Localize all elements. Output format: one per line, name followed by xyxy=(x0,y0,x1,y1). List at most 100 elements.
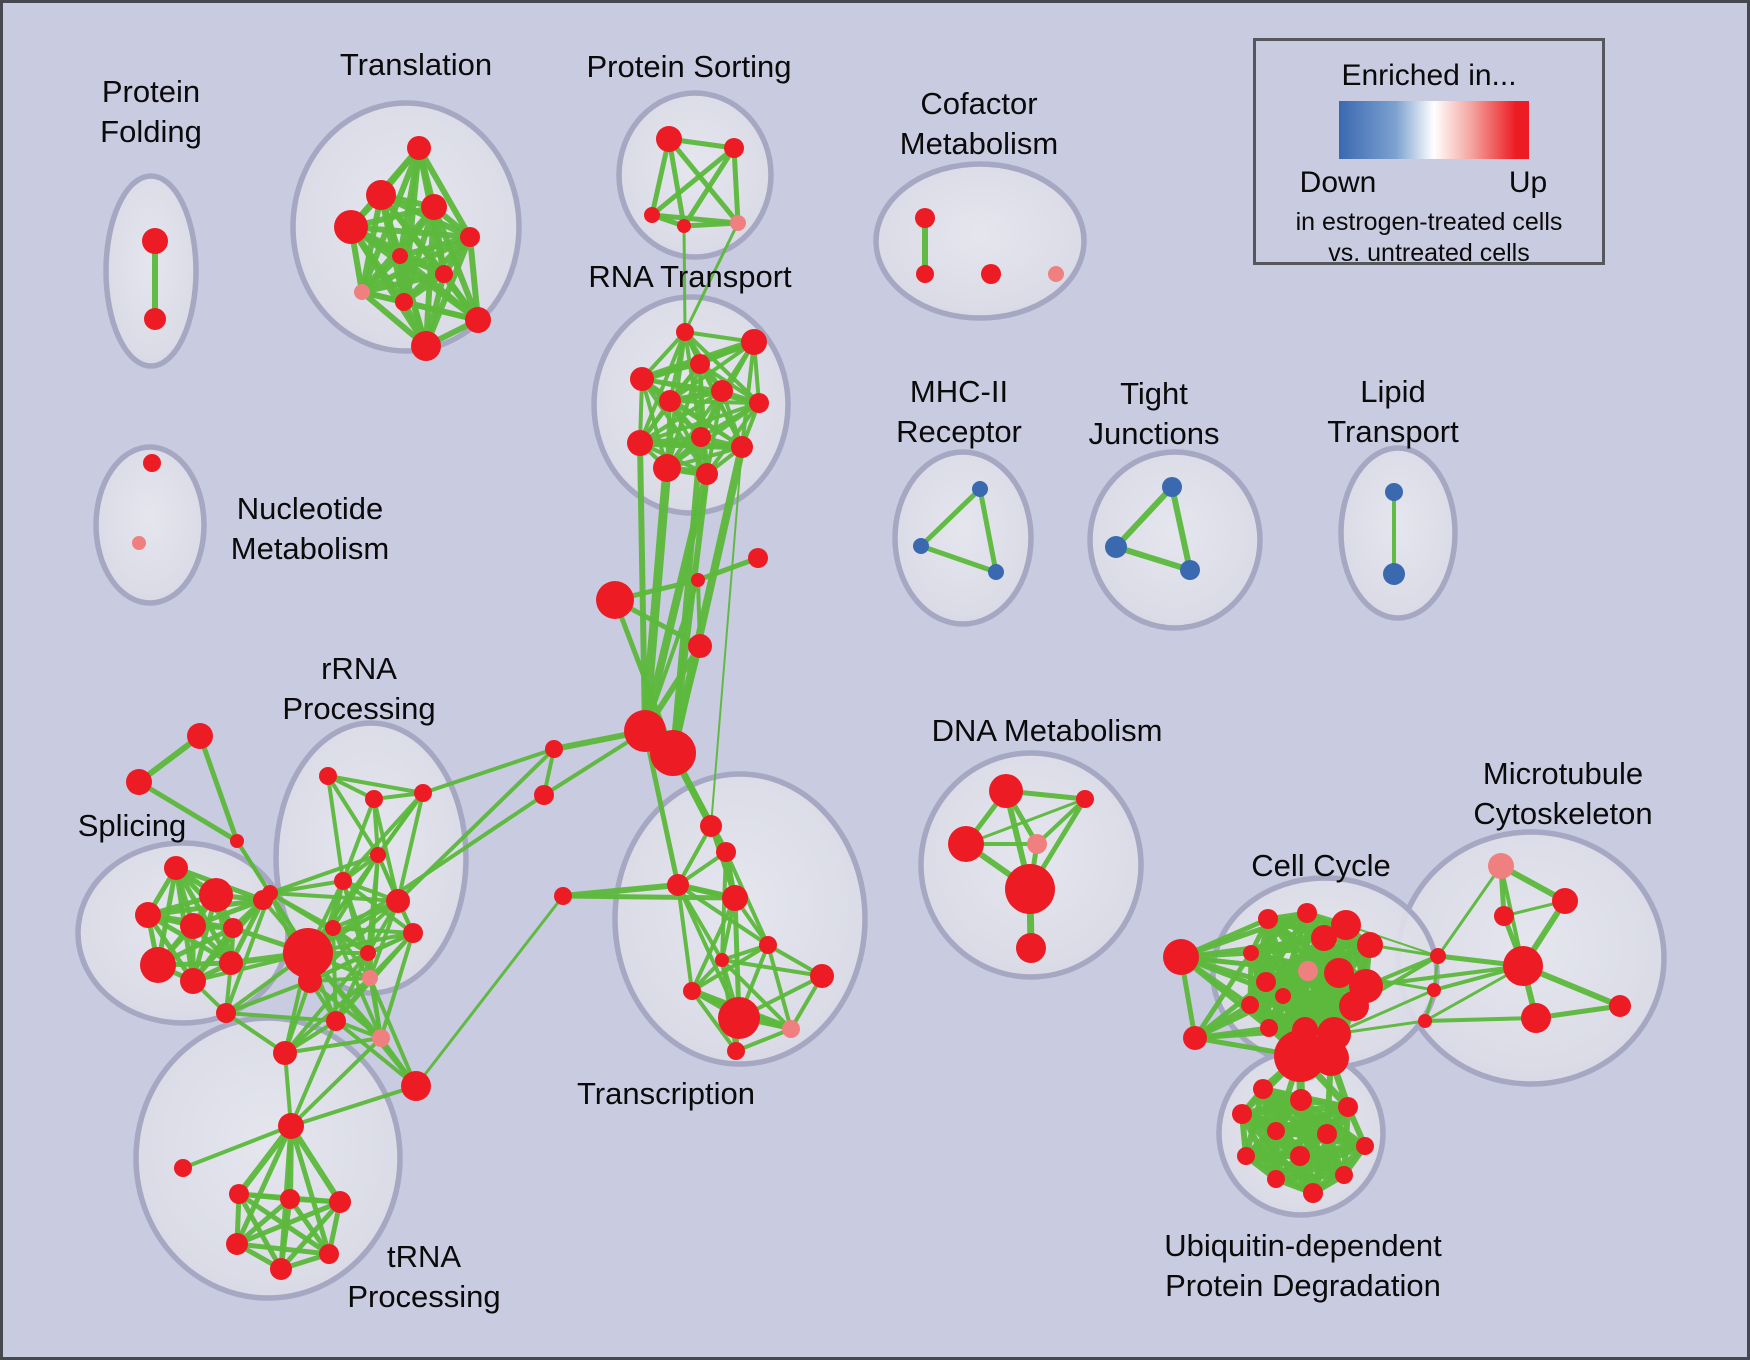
edge xyxy=(288,1123,332,1257)
edge xyxy=(918,543,999,575)
edge xyxy=(234,1196,293,1247)
rrna_processing-node-1 xyxy=(365,790,383,808)
legend-subtitle-line1: in estrogen-treated cells xyxy=(1295,208,1563,236)
edge xyxy=(695,555,761,583)
cofactor_metabolism-ellipse xyxy=(873,161,1087,321)
rna_transport-node-0 xyxy=(676,323,694,341)
transcription-node-8 xyxy=(718,997,760,1039)
edge xyxy=(224,891,272,1015)
ubiquitin_degradation-node-8 xyxy=(1290,1146,1310,1166)
microtubule_cytoskeleton-node-3 xyxy=(1503,946,1543,986)
cluster-labels: Protein Folding Translation Protein Sorting… xyxy=(78,47,1653,1314)
cofactor_metabolism-node-2 xyxy=(981,264,1001,284)
trna_processing-label: tRNA Processing xyxy=(347,1239,500,1314)
microtubule_cytoskeleton-node-6 xyxy=(1430,948,1446,964)
protein_sorting-ellipse xyxy=(616,90,774,260)
ubiquitin_degradation-node-3 xyxy=(1338,1097,1358,1117)
cell_cycle-node-11 xyxy=(1275,988,1291,1004)
splicing-node-0 xyxy=(164,856,188,880)
microtubule_cytoskeleton-label: Microtubule Cytoskeleton xyxy=(1473,756,1652,831)
connector-node-2 xyxy=(748,548,768,568)
rrna_processing-label: rRNA Processing xyxy=(282,651,435,726)
translation-node-2 xyxy=(421,194,447,220)
translation-node-9 xyxy=(465,307,491,333)
edge xyxy=(637,440,648,734)
protein_folding-node-1 xyxy=(144,308,166,330)
cofactor_metabolism-node-1 xyxy=(916,265,934,283)
edge xyxy=(1247,935,1327,1008)
edge xyxy=(681,220,741,229)
cell_cycle-node-6 xyxy=(1311,925,1337,951)
rrna_processing-node-16 xyxy=(278,1113,304,1139)
dna_metabolism-node-1 xyxy=(1076,790,1094,808)
cell_cycle-node-2 xyxy=(1243,945,1259,961)
splicing-node-1 xyxy=(135,902,161,928)
edge xyxy=(341,791,425,883)
splicing_triangle-node-1 xyxy=(126,769,152,795)
splicing-node-7 xyxy=(180,968,206,994)
splicing-node-8 xyxy=(219,951,243,975)
connector-node-7 xyxy=(534,785,554,805)
cofactor_metabolism-label: Cofactor Metabolism xyxy=(900,86,1059,161)
nucleotide_metabolism-label: Nucleotide Metabolism xyxy=(231,491,390,566)
microtubule_cytoskeleton-node-4 xyxy=(1521,1003,1551,1033)
ubiquitin_degradation-node-11 xyxy=(1303,1183,1323,1203)
splicing-node-2 xyxy=(180,913,206,939)
lipid_transport-ellipse xyxy=(1338,445,1458,621)
edge xyxy=(278,1199,343,1272)
dna_metabolism-node-0 xyxy=(989,774,1023,808)
edge xyxy=(359,253,403,295)
cofactor_metabolism-node-3 xyxy=(1048,266,1064,282)
splicing-node-6 xyxy=(140,947,176,983)
rna_transport-node-4 xyxy=(659,390,681,412)
rna_transport-node-6 xyxy=(749,393,769,413)
protein_sorting-node-2 xyxy=(644,207,660,223)
cell_cycle-node-5 xyxy=(1331,910,1361,940)
rna_transport-node-5 xyxy=(711,380,733,402)
translation-node-7 xyxy=(354,284,370,300)
edge xyxy=(638,330,687,445)
edge xyxy=(396,791,425,903)
microtubule_cytoskeleton-node-2 xyxy=(1494,906,1514,926)
edge xyxy=(638,441,744,449)
trna_processing-node-5 xyxy=(270,1258,292,1280)
edge xyxy=(676,824,713,887)
transcription-node-4 xyxy=(759,936,777,954)
rrna_processing-node-2 xyxy=(414,784,432,802)
protein_sorting-node-4 xyxy=(730,215,746,231)
cell_cycle-node-9 xyxy=(1324,958,1354,988)
mhc_ii_receptor-node-2 xyxy=(988,564,1004,580)
cell_cycle-label: Cell Cycle xyxy=(1251,848,1391,883)
trna_processing-node-1 xyxy=(280,1189,300,1209)
mhc_ii_receptor-node-0 xyxy=(972,481,988,497)
ubiquitin_degradation-node-10 xyxy=(1335,1166,1353,1184)
ubiquitin_degradation-label: Ubiquitin-dependent Protein Degradation xyxy=(1164,1228,1442,1303)
cell_cycle-node-13 xyxy=(1260,1019,1278,1037)
rna_transport-node-1 xyxy=(741,329,767,355)
edge xyxy=(368,976,383,1040)
protein_folding-ellipse xyxy=(103,173,199,369)
legend-gradient-bar xyxy=(1339,101,1529,159)
edge xyxy=(234,1199,343,1247)
edge xyxy=(676,883,694,993)
ubiquitin_degradation-node-0 xyxy=(1253,1079,1273,1099)
rrna_processing-node-4 xyxy=(334,872,352,890)
network-nodes xyxy=(126,126,1631,1280)
dna_metabolism-node-4 xyxy=(1005,864,1055,914)
edge xyxy=(326,774,345,883)
edge xyxy=(665,401,761,470)
lipid_transport-node-1 xyxy=(1383,563,1405,585)
rrna_processing-node-18 xyxy=(262,885,278,901)
edge xyxy=(326,774,380,857)
edge xyxy=(1247,983,1369,1008)
edge xyxy=(268,879,345,895)
edge xyxy=(348,224,473,240)
rna_transport-label: RNA Transport xyxy=(588,259,792,294)
trna_processing-node-3 xyxy=(226,1233,248,1255)
transcription-label: Transcription xyxy=(577,1076,755,1111)
ubiquitin_degradation-node-5 xyxy=(1317,1124,1337,1144)
edge xyxy=(224,979,312,1015)
transcription-node-3 xyxy=(722,885,748,911)
nucleotide_metabolism-node-0 xyxy=(143,454,161,472)
trna_processing-node-0 xyxy=(229,1184,249,1204)
